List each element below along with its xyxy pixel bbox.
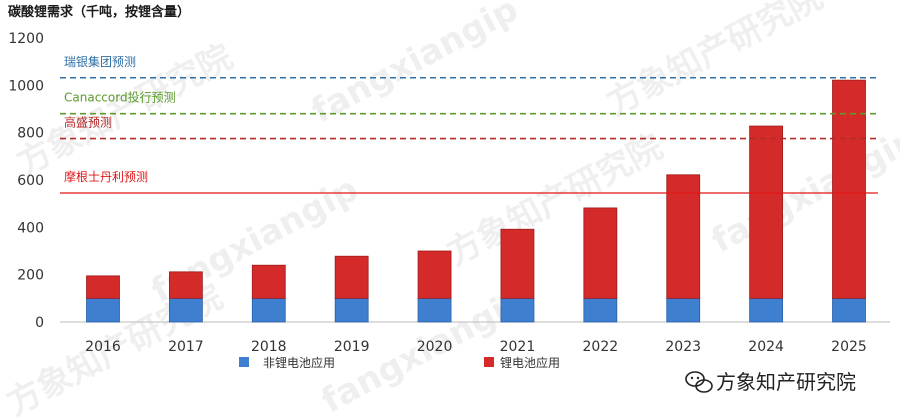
x-tick-label: 2021	[500, 339, 536, 355]
y-tick-label: 600	[17, 173, 44, 189]
bar-group	[86, 79, 866, 323]
bar-battery	[334, 255, 369, 299]
bar-battery	[583, 207, 618, 299]
reference-line-label: 瑞银集团预测	[64, 54, 136, 69]
bar-battery	[86, 275, 120, 299]
footer-brand: 方象知产研究院	[685, 370, 856, 394]
bar-non-battery	[417, 297, 452, 323]
x-tick-label: 2025	[831, 339, 867, 355]
y-tick-label: 800	[17, 126, 44, 142]
bar-non-battery	[86, 297, 120, 323]
bar-non-battery	[666, 297, 701, 323]
reference-line-label: Canaccord投行预测	[64, 90, 176, 105]
bar-battery	[251, 264, 286, 299]
watermark-text: fangxiangip	[705, 119, 900, 261]
y-tick-label: 1200	[8, 31, 44, 47]
watermark-text: fangxiangip	[305, 0, 525, 131]
y-tick-label: 0	[35, 315, 44, 331]
legend-label-non-battery: 非锂电池应用	[263, 355, 335, 370]
y-tick-label: 200	[17, 268, 44, 284]
y-tick-label: 400	[17, 220, 44, 236]
bar-battery	[168, 271, 203, 299]
x-axis: 2016 2017 2018 2019 2020 2021 2022 2023 2024 2025	[85, 339, 867, 355]
legend-swatch-non-battery	[239, 357, 249, 367]
bar-non-battery	[832, 297, 866, 323]
chart-title: 碳酸锂需求（千吨，按锂含量）	[8, 4, 190, 20]
x-tick-label: 2023	[665, 339, 701, 355]
bar-battery	[417, 250, 452, 299]
x-tick-label: 2020	[417, 339, 453, 355]
footer-brand-text: 方象知产研究院	[716, 370, 856, 394]
x-tick-label: 2016	[85, 339, 121, 355]
x-tick-label: 2017	[168, 339, 204, 355]
bar-battery	[749, 125, 784, 299]
bar-non-battery	[168, 297, 203, 323]
wechat-icon	[685, 371, 713, 393]
reference-line-label: 高盛预测	[64, 115, 112, 130]
watermark-text: 方象知产研究院	[600, 0, 829, 124]
bar-non-battery	[251, 297, 286, 323]
bar-battery	[832, 79, 866, 299]
legend-swatch-battery	[484, 357, 494, 367]
bar-battery	[666, 174, 701, 299]
bar-non-battery	[583, 297, 618, 323]
legend: 非锂电池应用 锂电池应用	[239, 355, 560, 370]
y-axis: 0 200 400 600 800 1000 1200	[8, 31, 44, 331]
y-tick-label: 1000	[8, 78, 44, 94]
reference-line-label: 摩根士丹利预测	[64, 169, 148, 184]
bar-non-battery	[334, 297, 369, 323]
x-tick-label: 2022	[583, 339, 619, 355]
x-tick-label: 2019	[334, 339, 370, 355]
watermark-text: 方象知产研究院	[440, 127, 669, 274]
bar-non-battery	[500, 297, 535, 323]
x-tick-label: 2018	[251, 339, 287, 355]
bar-non-battery	[749, 297, 784, 323]
legend-label-battery: 锂电池应用	[500, 355, 560, 370]
bar-battery	[500, 228, 535, 299]
x-tick-label: 2024	[748, 339, 784, 355]
